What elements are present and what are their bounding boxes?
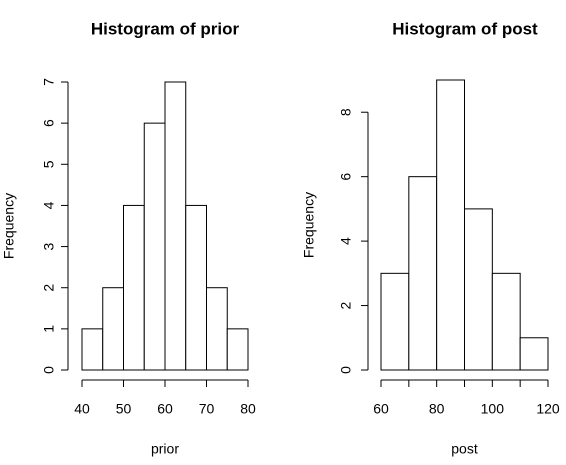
bar bbox=[408, 176, 438, 371]
y-tick-label: 5 bbox=[41, 160, 57, 168]
bar bbox=[143, 122, 166, 371]
x-tick-label: 50 bbox=[116, 401, 132, 417]
y-tick-label: 3 bbox=[41, 242, 57, 250]
y-tick-label: 0 bbox=[41, 366, 57, 374]
y-axis-label: Frequency bbox=[1, 193, 17, 259]
y-tick-label: 4 bbox=[41, 201, 57, 209]
x-axis-label: post bbox=[451, 441, 478, 457]
x-tick-label: 120 bbox=[536, 401, 560, 417]
chart-title: Histogram of post bbox=[392, 19, 538, 38]
bar bbox=[164, 81, 187, 371]
x-tick-label: 60 bbox=[157, 401, 173, 417]
bar bbox=[519, 337, 549, 371]
x-tick-label: 40 bbox=[74, 401, 90, 417]
bar bbox=[226, 328, 249, 371]
y-tick-label: 2 bbox=[338, 301, 354, 309]
bar bbox=[102, 287, 124, 371]
y-tick-label: 6 bbox=[338, 173, 354, 181]
bar bbox=[185, 204, 207, 371]
bar bbox=[491, 272, 521, 371]
bar bbox=[81, 328, 104, 371]
y-tick-label: 2 bbox=[41, 284, 57, 292]
bar bbox=[436, 79, 465, 371]
x-tick-label: 100 bbox=[481, 401, 505, 417]
bar bbox=[380, 272, 410, 371]
y-axis-label: Frequency bbox=[301, 192, 317, 258]
bar bbox=[464, 208, 493, 371]
chart-title: Histogram of prior bbox=[91, 19, 240, 38]
y-tick-label: 0 bbox=[338, 366, 354, 374]
bar bbox=[206, 287, 228, 371]
y-tick-label: 8 bbox=[338, 108, 354, 116]
x-tick-label: 80 bbox=[429, 401, 445, 417]
y-tick-label: 7 bbox=[41, 78, 57, 86]
y-tick-label: 1 bbox=[41, 325, 57, 333]
y-tick-label: 6 bbox=[41, 119, 57, 127]
x-axis-label: prior bbox=[151, 441, 179, 457]
x-tick-label: 80 bbox=[240, 401, 256, 417]
bar bbox=[123, 204, 145, 371]
x-tick-label: 70 bbox=[199, 401, 215, 417]
x-tick-label: 60 bbox=[373, 401, 389, 417]
y-tick-label: 4 bbox=[338, 237, 354, 245]
